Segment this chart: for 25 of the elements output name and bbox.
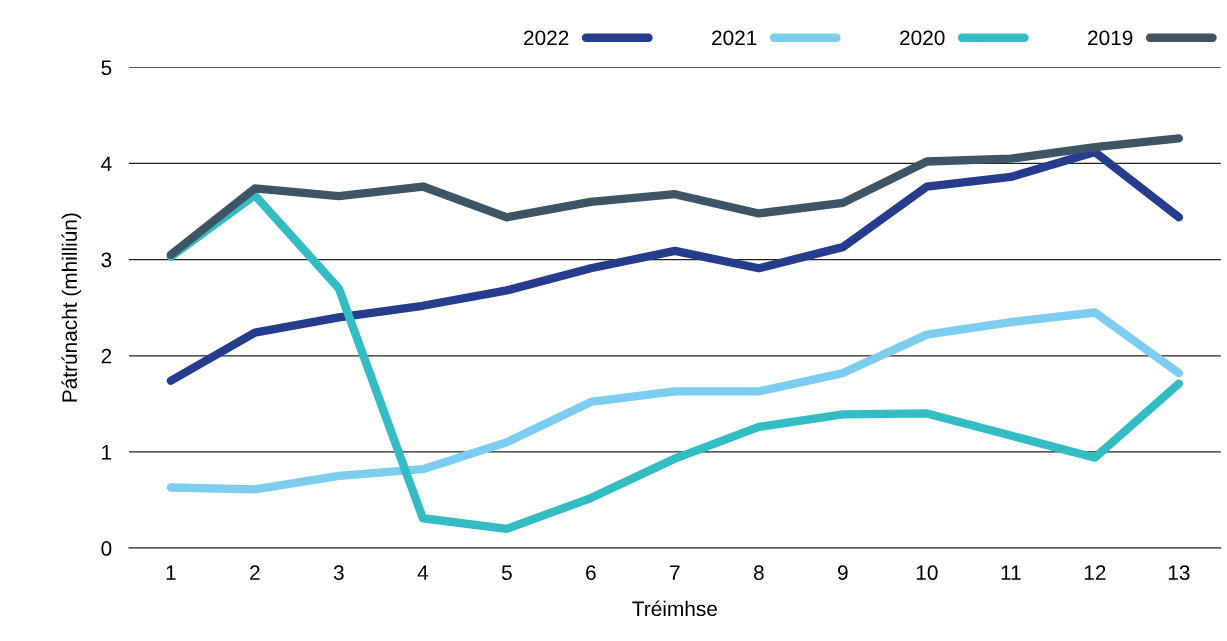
x-tick-label: 6 <box>586 565 596 581</box>
x-tick-label: 8 <box>753 565 764 581</box>
x-tick-label: 12 <box>1084 565 1106 580</box>
legend-label: 2020 <box>900 30 945 46</box>
x-tick-label: 5 <box>501 565 512 581</box>
x-tick-label: 4 <box>417 565 429 580</box>
y-tick-label: 4 <box>101 156 112 171</box>
y-axis-title: Pátrúnacht (mhilliún) <box>61 213 82 402</box>
x-tick-label: 11 <box>1001 565 1021 580</box>
x-tick-label: 3 <box>333 565 344 581</box>
x-tick-label: 9 <box>838 565 848 581</box>
legend-label: 2022 <box>524 30 569 46</box>
x-tick-label: 10 <box>916 565 938 581</box>
legend-label: 2019 <box>1088 30 1133 46</box>
x-tick-label: 13 <box>1168 565 1190 581</box>
y-tick-label: 0 <box>101 541 112 556</box>
y-tick-label: 2 <box>101 348 112 364</box>
x-tick-label: 7 <box>670 565 680 580</box>
x-tick-label: 2 <box>250 565 260 580</box>
y-tick-label: 3 <box>101 252 112 268</box>
x-axis-title: Tréimhse <box>632 600 717 617</box>
legend-label: 2021 <box>712 30 757 46</box>
y-tick-label: 5 <box>101 60 112 76</box>
x-tick-label: 1 <box>166 565 176 580</box>
y-tick-label: 1 <box>102 445 112 460</box>
